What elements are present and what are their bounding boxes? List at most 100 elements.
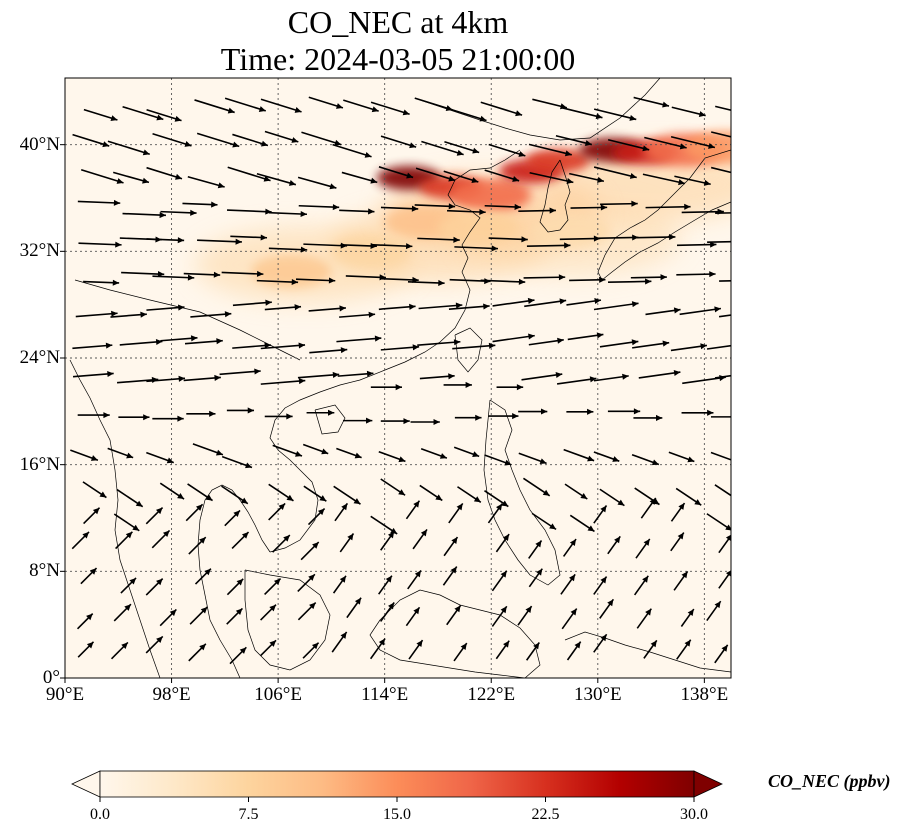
wind-arrow: [644, 136, 687, 150]
wind-arrow: [448, 502, 464, 524]
wind-arrow: [457, 486, 482, 503]
wind-arrow: [194, 568, 212, 585]
wind-arrow: [448, 303, 490, 311]
wind-arrow: [443, 381, 472, 388]
wind-arrow: [719, 280, 731, 282]
wind-arrow: [593, 301, 639, 311]
wind-arrow: [706, 344, 731, 350]
lon-tick-label: 138°E: [680, 684, 729, 705]
wind-arrow: [454, 245, 499, 252]
wind-arrow: [260, 604, 277, 621]
wind-arrow: [484, 489, 509, 508]
wind-arrow: [72, 342, 113, 350]
wind-arrow: [526, 242, 571, 249]
colorbar-label: CO_NEC (ppbv): [768, 771, 891, 791]
wind-arrow: [418, 302, 463, 310]
wind-arrow: [593, 505, 608, 524]
wind-arrow: [370, 101, 410, 116]
colorbar-extend-max: [693, 770, 723, 798]
wind-arrow: [594, 234, 639, 241]
wind-arrow: [555, 134, 593, 147]
wind-arrow: [643, 639, 658, 659]
wind-arrow: [488, 143, 526, 157]
gridlines: [65, 78, 731, 678]
wind-arrow: [229, 646, 247, 665]
wind-arrow: [670, 532, 685, 552]
wind-arrow: [630, 274, 667, 281]
wind-arrow: [80, 168, 124, 184]
wind-arrow: [116, 488, 144, 508]
wind-arrow: [146, 304, 185, 311]
wind-arrow: [417, 339, 461, 347]
wind-arrow: [145, 506, 164, 525]
wind-arrow: [152, 274, 195, 281]
map-title: CO_NEC at 4km: [287, 4, 509, 40]
wind-arrow: [380, 344, 420, 351]
wind-arrow: [343, 99, 379, 113]
wind-arrow: [563, 448, 595, 462]
wind-arrow: [256, 173, 297, 186]
wind-arrow: [297, 176, 337, 190]
wind-arrow: [187, 175, 225, 189]
wind-arrow: [407, 279, 445, 287]
wind-arrow: [197, 238, 242, 245]
coastline-segment: [244, 569, 331, 671]
wind-arrow: [710, 416, 731, 418]
wind-arrow: [339, 311, 376, 318]
wind-arrow: [83, 108, 118, 122]
wind-arrow: [72, 133, 110, 148]
wind-arrow: [221, 270, 264, 277]
wind-arrow: [718, 569, 731, 589]
wind-arrow: [670, 502, 686, 522]
colorbar-tick-label: 0.0: [90, 806, 110, 823]
wind-arrow: [529, 171, 574, 185]
wind-arrow: [224, 97, 266, 112]
wind-arrow: [681, 409, 714, 416]
wind-arrow: [676, 639, 692, 660]
wind-arrow: [76, 613, 94, 630]
wind-arrow: [71, 531, 90, 550]
wind-arrow: [297, 573, 316, 592]
wind-arrow: [566, 297, 602, 306]
wind-arrow: [567, 332, 604, 341]
wind-arrow: [380, 205, 419, 212]
wind-arrow: [298, 204, 340, 211]
wind-arrow: [78, 241, 122, 248]
wind-arrow: [419, 484, 443, 502]
wind-arrow: [185, 503, 204, 522]
wind-arrow: [710, 166, 731, 174]
wind-arrow: [676, 241, 717, 248]
wind-arrow: [107, 447, 134, 459]
wind-arrow: [593, 166, 637, 179]
wind-arrow: [491, 605, 508, 627]
wind-arrow: [77, 412, 110, 419]
lon-tick-label: 106°E: [254, 684, 302, 705]
wind-arrow: [256, 278, 299, 286]
wind-arrow: [343, 417, 373, 424]
wind-arrow: [83, 507, 101, 525]
wind-arrow: [634, 487, 660, 506]
wind-arrow: [145, 635, 164, 654]
coastline-segment: [454, 327, 483, 373]
coastline-segment: [483, 399, 561, 586]
wind-arrow: [120, 577, 137, 594]
wind-arrow: [522, 477, 551, 497]
wind-arrow: [152, 415, 184, 422]
wind-arrow: [675, 487, 702, 506]
wind-arrow: [671, 106, 706, 118]
wind-arrow: [184, 338, 223, 345]
wind-arrow: [80, 567, 98, 585]
wind-arrow: [221, 485, 249, 505]
wind-arrow: [680, 608, 695, 627]
wind-arrow: [562, 538, 577, 557]
lon-tick-label: 98°E: [152, 684, 191, 705]
wind-arrow: [268, 483, 294, 502]
wind-arrow: [221, 455, 253, 469]
wind-arrow: [564, 483, 588, 500]
wind-arrow: [121, 270, 165, 278]
wind-arrow: [452, 342, 496, 350]
wind-arrow: [151, 529, 171, 549]
wind-arrow: [70, 449, 99, 461]
wind-arrow: [224, 509, 241, 527]
wind-arrow: [227, 166, 271, 182]
